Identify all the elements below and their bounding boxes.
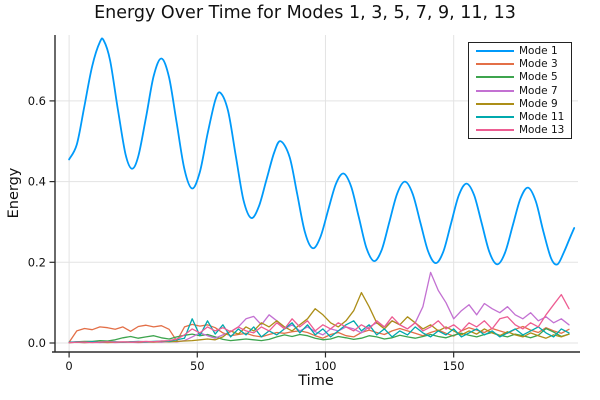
series-line-mode-9: [68, 291, 570, 344]
y-tick-label: 0.2: [28, 255, 46, 269]
x-tick-label: 50: [190, 359, 205, 373]
legend-item-mode-13: Mode 13: [476, 124, 566, 136]
legend-line-swatch: [476, 76, 514, 79]
legend-line-swatch: [476, 128, 514, 131]
legend-line-swatch: [476, 115, 514, 118]
legend-box: Mode 1 Mode 3 Mode 5 Mode 7 Mode 9 Mode 11 Mod…: [468, 42, 572, 139]
legend-item-mode-9: Mode 9: [476, 98, 566, 110]
y-tick-label: 0.6: [28, 94, 46, 108]
legend-line-swatch: [476, 89, 514, 92]
legend-line-swatch: [476, 102, 514, 105]
legend-label: Mode 3: [519, 58, 558, 71]
chart-title: Energy Over Time for Modes 1, 3, 5, 7, 9…: [94, 3, 516, 23]
legend-item-mode-11: Mode 11: [476, 111, 566, 123]
legend-line-swatch: [476, 50, 514, 53]
legend-label: Mode 1: [519, 45, 558, 58]
x-tick-label: 150: [443, 359, 465, 373]
legend-item-mode-1: Mode 1: [476, 45, 566, 57]
legend-item-mode-7: Mode 7: [476, 85, 566, 97]
legend-label: Mode 5: [519, 71, 558, 84]
legend-line-swatch: [476, 63, 514, 66]
x-axis-label: Time: [298, 373, 334, 389]
x-tick-label: 0: [65, 359, 72, 373]
series-line-mode-3: [68, 323, 570, 343]
y-axis-label: Energy: [6, 167, 22, 219]
legend-item-mode-5: Mode 5: [476, 71, 566, 83]
y-tick-label: 0.4: [28, 175, 46, 189]
series-line-mode-13: [68, 293, 570, 344]
y-tick-label: 0.0: [28, 336, 46, 350]
series-line-mode-1: [68, 37, 576, 266]
x-tick-label: 100: [314, 359, 336, 373]
series-line-mode-5: [68, 327, 570, 344]
legend-label: Mode 11: [519, 110, 565, 123]
legend-label: Mode 13: [519, 123, 565, 136]
legend-label: Mode 7: [519, 84, 558, 97]
legend-item-mode-3: Mode 3: [476, 58, 566, 70]
legend-label: Mode 9: [519, 97, 558, 110]
